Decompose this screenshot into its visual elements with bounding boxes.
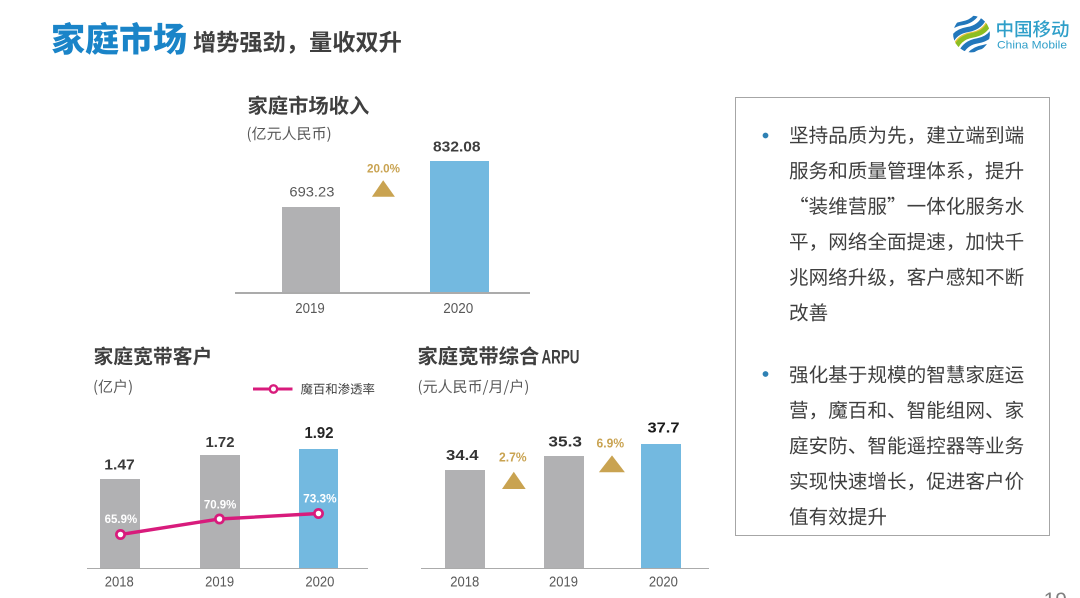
svg-text:2020: 2020 [305, 575, 334, 591]
svg-text:1.47: 1.47 [104, 457, 135, 474]
svg-text:693.23: 693.23 [289, 184, 334, 200]
svg-text:1.92: 1.92 [305, 425, 334, 442]
svg-text:35.3: 35.3 [548, 433, 582, 450]
svg-text:20.0%: 20.0% [367, 162, 400, 176]
svg-text:832.08: 832.08 [433, 140, 481, 156]
svg-text:6.9%: 6.9% [597, 436, 625, 450]
svg-text:65.9%: 65.9% [105, 512, 138, 526]
svg-text:ARPU: ARPU [542, 347, 580, 369]
svg-text:2018: 2018 [450, 575, 479, 591]
svg-text:73.3%: 73.3% [303, 492, 337, 506]
svg-text:1.72: 1.72 [206, 434, 235, 451]
svg-text:70.9%: 70.9% [204, 498, 237, 512]
svg-text:2020: 2020 [443, 301, 473, 317]
svg-text:2018: 2018 [105, 575, 134, 591]
svg-text:2019: 2019 [295, 301, 325, 317]
svg-text:China Mobile: China Mobile [997, 39, 1067, 51]
svg-text:2019: 2019 [205, 575, 234, 591]
svg-text:19: 19 [1044, 589, 1067, 598]
svg-text:37.7: 37.7 [648, 419, 680, 436]
svg-text:2.7%: 2.7% [499, 450, 527, 464]
svg-text:2019: 2019 [549, 575, 578, 591]
svg-text:2020: 2020 [649, 575, 678, 591]
svg-text:34.4: 34.4 [446, 447, 479, 464]
